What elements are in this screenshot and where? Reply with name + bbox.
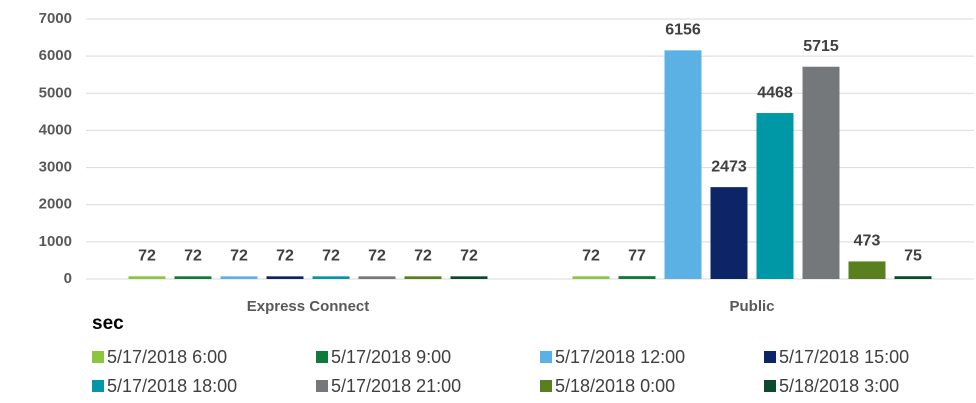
bar xyxy=(710,187,748,279)
bar xyxy=(404,276,442,279)
y-tick-label: 0 xyxy=(64,270,72,287)
bar xyxy=(894,276,932,279)
y-tick-label: 3000 xyxy=(39,159,72,176)
data-label: 72 xyxy=(582,248,600,265)
data-label: 75 xyxy=(904,247,922,264)
bar xyxy=(220,276,258,279)
bar xyxy=(266,276,304,279)
data-label: 5715 xyxy=(803,38,839,55)
legend-swatch xyxy=(316,351,328,363)
y-tick-label: 1000 xyxy=(39,233,72,250)
data-label: 72 xyxy=(322,248,340,265)
legend-swatch xyxy=(92,380,104,392)
bar xyxy=(664,50,702,279)
legend-label: 5/18/2018 3:00 xyxy=(779,376,899,396)
data-label: 72 xyxy=(230,248,248,265)
data-label: 72 xyxy=(414,248,432,265)
bar xyxy=(848,261,886,279)
bar xyxy=(802,66,840,279)
y-tick-label: 2000 xyxy=(39,196,72,213)
legend-label: 5/17/2018 15:00 xyxy=(779,347,909,367)
legend-label: 5/17/2018 9:00 xyxy=(331,347,451,367)
legend-swatch xyxy=(540,351,552,363)
x-tick-label: Public xyxy=(729,298,774,315)
legend-swatch xyxy=(764,351,776,363)
data-label: 72 xyxy=(138,248,156,265)
data-label: 2473 xyxy=(711,158,747,175)
y-tick-label: 6000 xyxy=(39,47,72,64)
legend-label: 5/18/2018 0:00 xyxy=(555,376,675,396)
data-label: 72 xyxy=(276,248,294,265)
data-label: 72 xyxy=(184,248,202,265)
bar xyxy=(312,276,350,279)
bar xyxy=(174,276,212,279)
bar xyxy=(358,276,396,279)
y-tick-label: 7000 xyxy=(39,10,72,27)
data-label: 473 xyxy=(854,233,881,250)
y-tick-label: 5000 xyxy=(39,84,72,101)
legend-label: 5/17/2018 21:00 xyxy=(331,376,461,396)
data-label: 6156 xyxy=(665,22,701,39)
legend-label: 5/17/2018 18:00 xyxy=(107,376,237,396)
legend-swatch xyxy=(764,380,776,392)
data-label: 72 xyxy=(368,248,386,265)
bar xyxy=(618,276,656,279)
bar xyxy=(756,113,794,279)
data-label: 4468 xyxy=(757,84,793,101)
legend-swatch xyxy=(316,380,328,392)
bar xyxy=(572,276,610,279)
bar xyxy=(450,276,488,279)
data-label: 77 xyxy=(628,247,646,264)
legend-label: 5/17/2018 6:00 xyxy=(107,347,227,367)
data-label: 72 xyxy=(460,248,478,265)
y-axis-label: sec xyxy=(92,313,124,334)
legend-label: 5/17/2018 12:00 xyxy=(555,347,685,367)
y-tick-label: 4000 xyxy=(39,121,72,138)
x-tick-label: Express Connect xyxy=(247,298,370,315)
legend-swatch xyxy=(540,380,552,392)
bar xyxy=(128,276,166,279)
legend-swatch xyxy=(92,351,104,363)
